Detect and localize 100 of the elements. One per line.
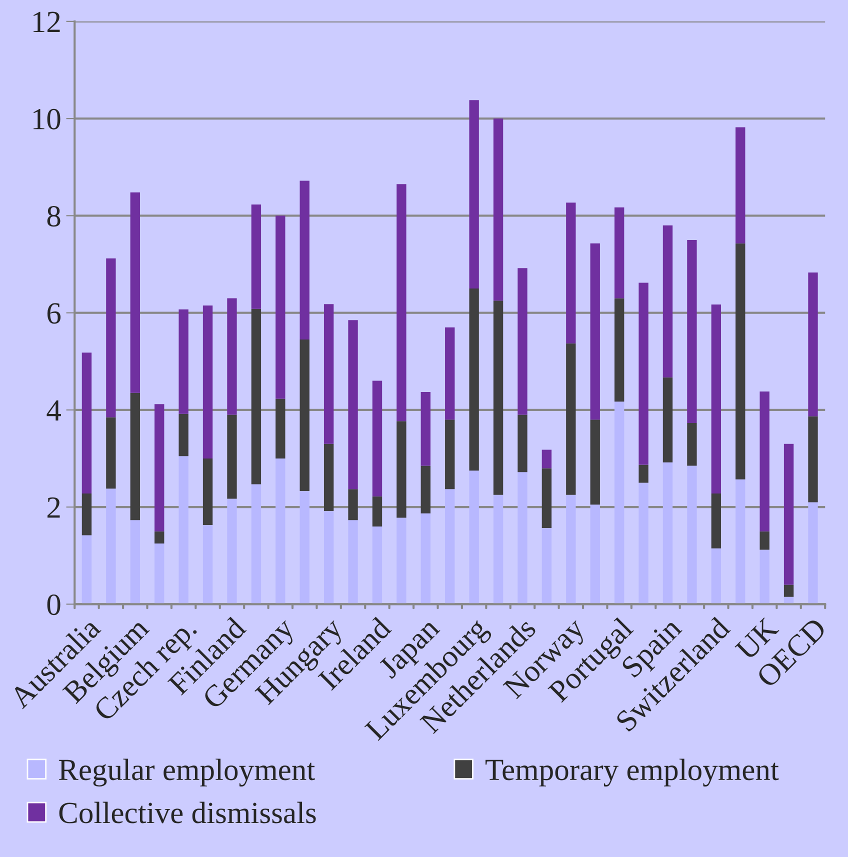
- bar: [566, 494, 576, 604]
- bar: [711, 548, 722, 604]
- bar: [348, 489, 358, 520]
- bar: [130, 520, 140, 604]
- bar: [542, 468, 552, 528]
- bar: [372, 380, 382, 496]
- bar: [614, 298, 624, 402]
- bar: [106, 417, 116, 489]
- bar: [760, 391, 770, 532]
- bar: [324, 444, 334, 511]
- bar: [808, 416, 818, 502]
- y-tick-label: 6: [47, 303, 61, 324]
- bar: [251, 308, 262, 484]
- bar: [469, 100, 479, 289]
- legend-label: Collective dismissals: [59, 802, 316, 824]
- bar: [662, 377, 673, 462]
- bar: [736, 243, 746, 480]
- bar: [784, 444, 794, 585]
- bar: [662, 462, 673, 604]
- bar: [711, 493, 722, 548]
- y-tick-label: 8: [47, 206, 60, 227]
- bar: [808, 272, 818, 416]
- legend-label: Regular employment: [58, 758, 315, 787]
- bar: [300, 180, 310, 340]
- bar: [154, 404, 164, 532]
- bar: [178, 414, 188, 456]
- bar: [711, 304, 722, 494]
- bar: [202, 525, 213, 604]
- bar: [348, 520, 358, 604]
- bar: [227, 498, 237, 604]
- bar: [638, 282, 648, 465]
- bar: [662, 225, 673, 378]
- y-tick-label: 10: [34, 108, 60, 130]
- bar: [396, 518, 406, 604]
- bar: [518, 472, 528, 604]
- bar: [106, 258, 116, 418]
- bar: [469, 288, 479, 471]
- bar: [82, 493, 92, 536]
- bar: [130, 392, 140, 520]
- y-tick-label: 12: [34, 12, 60, 32]
- bar: [736, 127, 746, 244]
- bar: [202, 458, 213, 526]
- bar: [154, 531, 164, 544]
- bar: [178, 309, 188, 414]
- bar: [276, 216, 286, 399]
- bar: [542, 450, 552, 468]
- bar: [300, 491, 310, 604]
- bar: [638, 464, 648, 483]
- bar: [493, 494, 504, 604]
- bar: [566, 343, 576, 495]
- bar: [372, 496, 382, 526]
- bar: [687, 466, 697, 604]
- bar: [251, 204, 262, 309]
- bar: [251, 484, 262, 604]
- bar: [420, 392, 430, 466]
- bar: [590, 420, 600, 505]
- y-tick-label: 4: [46, 400, 61, 421]
- bar: [82, 352, 92, 494]
- bar: [760, 531, 770, 550]
- bar: [469, 470, 479, 604]
- bar: [590, 243, 600, 420]
- bar: [227, 414, 237, 499]
- bar: [420, 513, 430, 604]
- bar: [372, 526, 382, 604]
- bar: [493, 118, 504, 301]
- bar: [687, 423, 697, 466]
- bar: [736, 479, 746, 604]
- bar: [566, 202, 576, 344]
- bar: [82, 535, 92, 604]
- bar: [300, 340, 310, 492]
- bar: [784, 584, 794, 597]
- y-tick-label: 2: [47, 497, 60, 518]
- bar: [227, 298, 237, 415]
- bar: [130, 192, 140, 393]
- bar: [154, 543, 164, 604]
- bar: [518, 414, 528, 472]
- bar: [348, 320, 358, 490]
- y-tick-label: 0: [47, 594, 60, 616]
- bar: [614, 402, 624, 604]
- bar: [178, 456, 188, 604]
- bar: [276, 398, 286, 458]
- bar: [445, 420, 455, 490]
- bar: [106, 488, 116, 604]
- bar: [202, 306, 213, 458]
- bar: [396, 184, 406, 422]
- bar: [590, 504, 600, 604]
- bar: [493, 300, 504, 495]
- bar: [420, 466, 430, 514]
- bar: [808, 502, 818, 604]
- legend-label: Temporary employment: [486, 758, 779, 787]
- bar: [396, 421, 406, 518]
- bar: [445, 327, 455, 420]
- bar: [542, 528, 552, 604]
- bar: [276, 458, 286, 604]
- bar: [760, 550, 770, 604]
- bar: [638, 482, 648, 604]
- bar: [445, 489, 455, 604]
- bar: [324, 510, 334, 604]
- bar: [324, 304, 334, 444]
- bar: [614, 207, 624, 298]
